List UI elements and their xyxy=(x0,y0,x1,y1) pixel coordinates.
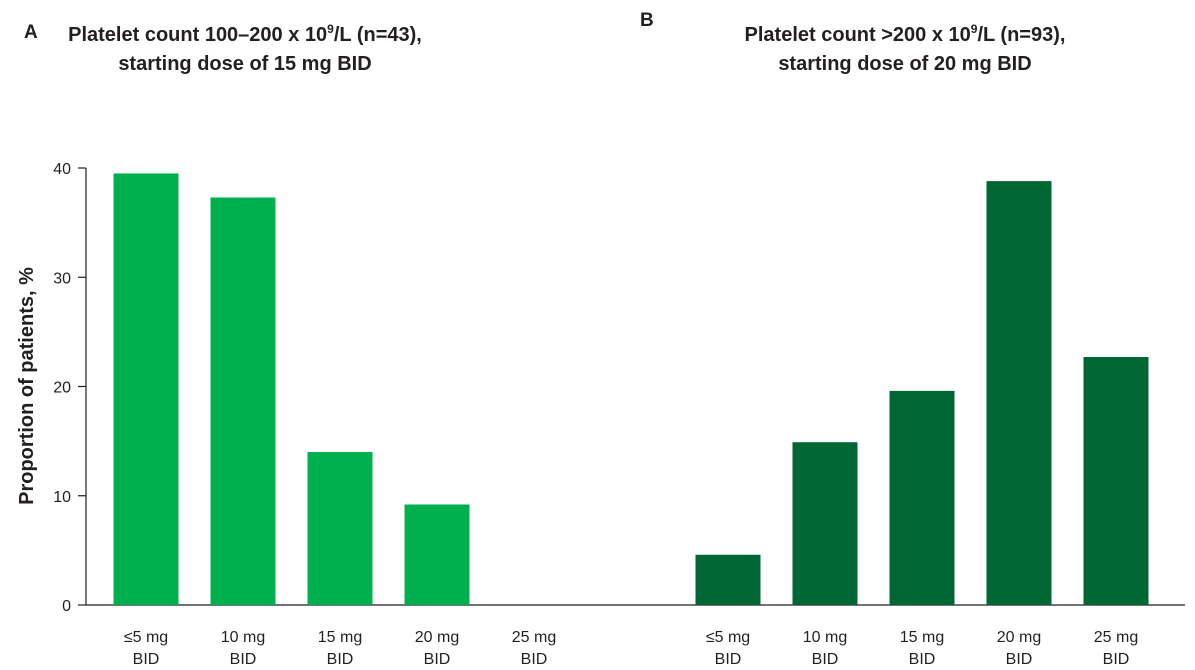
category-label-b-3-line2: BID xyxy=(909,651,936,668)
category-label-b-4-line1: 20 mg xyxy=(997,629,1041,646)
panel-a-title-line1: Platelet count 100–200 x 109/L (n=43), xyxy=(68,22,422,46)
bar-a-4 xyxy=(404,504,470,605)
category-label-b-2-line1: 10 mg xyxy=(803,629,847,646)
bar-b-5 xyxy=(1083,357,1149,605)
category-label-b-5-line2: BID xyxy=(1103,651,1130,668)
category-label-a-1-line2: BID xyxy=(133,651,160,668)
category-label-b-1-line2: BID xyxy=(715,651,742,668)
panel-a-title-line1-tail: /L (n=43), xyxy=(334,24,422,46)
category-label-a-2-line1: 10 mg xyxy=(221,629,265,646)
category-label-a-1-line1: ≤5 mg xyxy=(124,629,168,646)
panel-b-title-line2: starting dose of 20 mg BID xyxy=(778,53,1031,75)
category-label-a-3-line1: 15 mg xyxy=(318,629,362,646)
panel-b-title-line1-main: Platelet count >200 x 10 xyxy=(745,24,971,46)
bar-b-4 xyxy=(986,181,1052,606)
category-label-b-2-line2: BID xyxy=(812,651,839,668)
category-label-a-3-line2: BID xyxy=(327,651,354,668)
category-label-b-1-line1: ≤5 mg xyxy=(706,629,750,646)
category-label-a-4-line2: BID xyxy=(424,651,451,668)
y-tick-label-40: 40 xyxy=(53,161,71,178)
category-label-a-5-line2: BID xyxy=(521,651,548,668)
bar-b-1 xyxy=(695,554,761,605)
category-label-b-5-line1: 25 mg xyxy=(1094,629,1138,646)
panel-a-title-superscript: 9 xyxy=(327,22,334,36)
category-label-b-3-line1: 15 mg xyxy=(900,629,944,646)
panel-a-title-line2: starting dose of 15 mg BID xyxy=(118,53,371,75)
bars-group xyxy=(113,173,1149,606)
category-label-b-4-line2: BID xyxy=(1006,651,1033,668)
panel-b-title-line1: Platelet count >200 x 109/L (n=93), xyxy=(745,22,1066,46)
bar-a-1 xyxy=(113,173,179,605)
panel-b-title-superscript: 9 xyxy=(971,22,978,36)
bar-b-3 xyxy=(889,390,955,605)
bar-a-2 xyxy=(210,197,276,605)
panel-a-title-line1-main: Platelet count 100–200 x 10 xyxy=(68,24,327,46)
y-tick-label-20: 20 xyxy=(53,380,71,397)
category-label-a-4-line1: 20 mg xyxy=(415,629,459,646)
y-axis-title: Proportion of patients, % xyxy=(16,267,38,505)
bar-a-3 xyxy=(307,452,373,605)
panel-b-letter: B xyxy=(640,10,654,31)
y-tick-label-30: 30 xyxy=(53,270,71,287)
panel-a-letter: A xyxy=(24,22,38,43)
category-label-a-5-line1: 25 mg xyxy=(512,629,556,646)
y-axis-ticks: 0 10 20 30 40 xyxy=(53,161,86,615)
panel-b-title-line1-tail: /L (n=93), xyxy=(977,24,1065,46)
category-labels-group: ≤5 mg BID 10 mg BID 15 mg BID 20 mg BID 25 mg BID… xyxy=(124,629,1138,668)
bar-b-2 xyxy=(792,442,858,605)
y-tick-label-10: 10 xyxy=(53,489,71,506)
y-tick-label-0: 0 xyxy=(62,598,71,615)
category-label-a-2-line2: BID xyxy=(230,651,257,668)
